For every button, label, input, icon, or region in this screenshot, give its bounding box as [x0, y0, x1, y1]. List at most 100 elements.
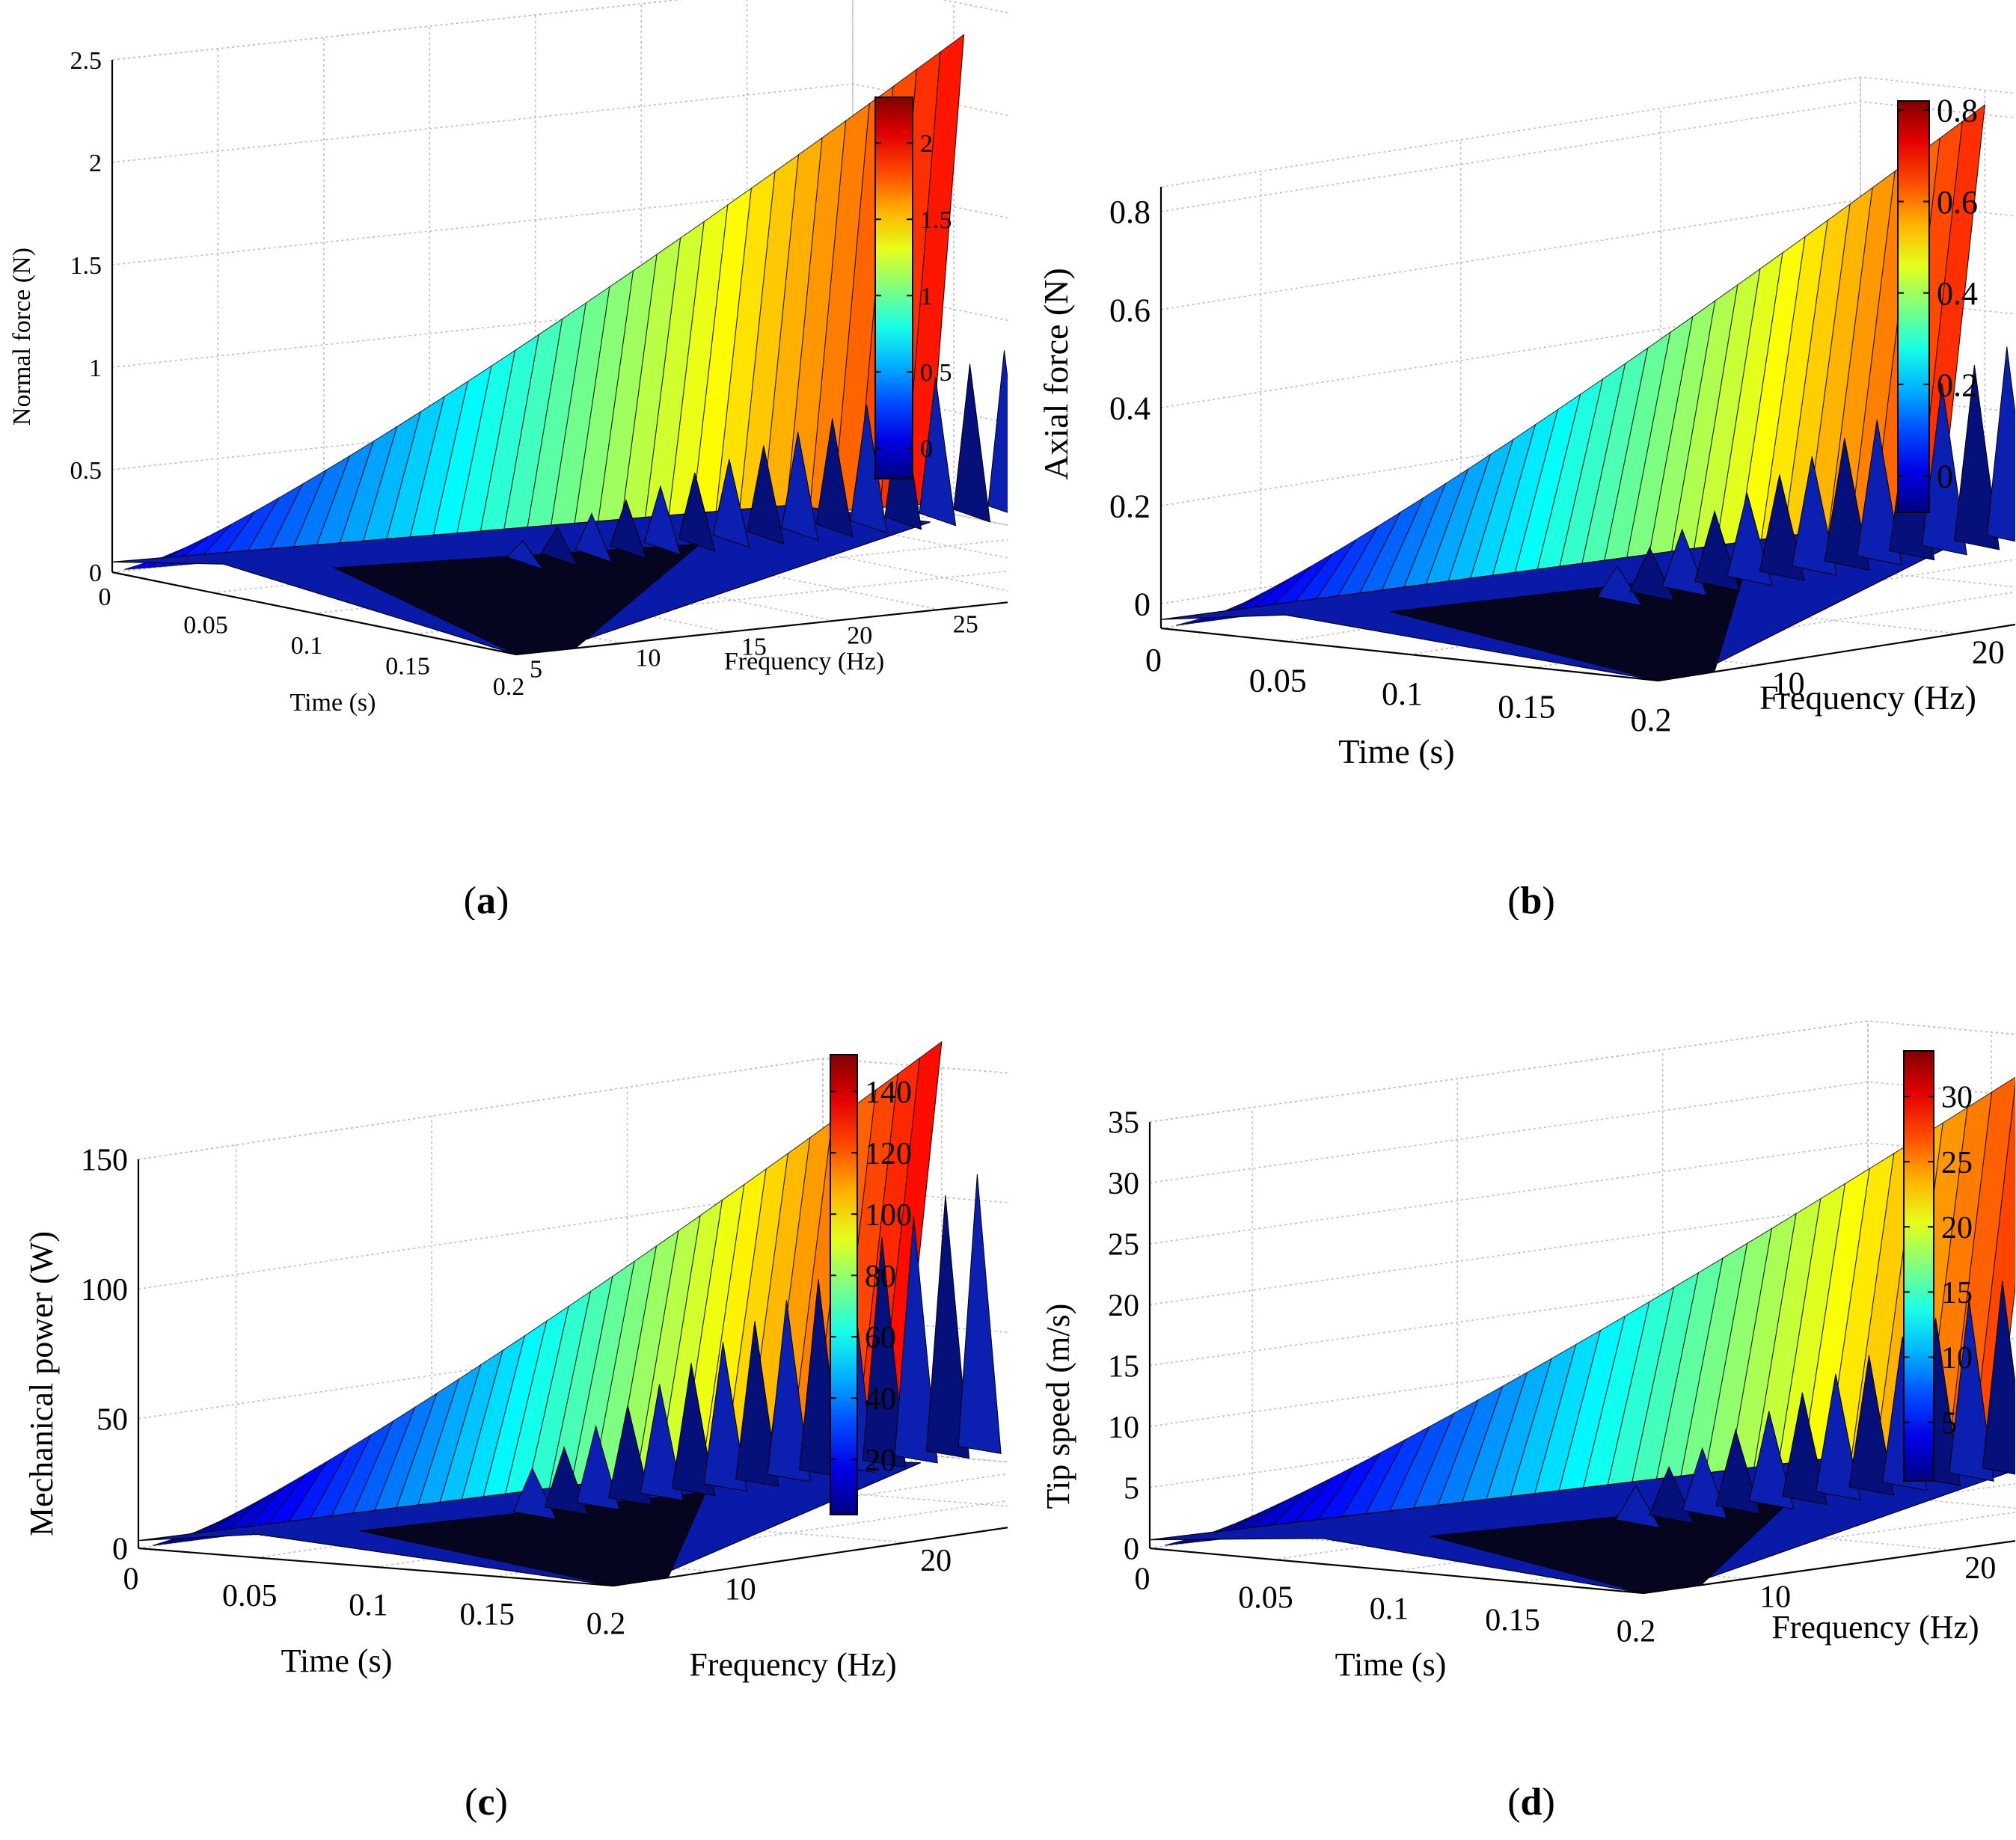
chart-b: 00.20.40.60.800.050.10.150.210203040Time… [1037, 76, 2015, 770]
z-tick-d-3: 15 [1108, 1349, 1139, 1384]
x-tick-d-3: 0.15 [1485, 1604, 1540, 1638]
z-tick-d-4: 20 [1108, 1289, 1139, 1323]
caption-b: (b) [1507, 880, 1555, 920]
z-tick-c-3: 150 [81, 1144, 128, 1178]
y-tick-d-0: 10 [1759, 1580, 1791, 1615]
x-tick-a-0: 0 [99, 583, 111, 611]
x-tick-d-2: 0.1 [1370, 1592, 1409, 1627]
zlabel-d: Tip speed (m/s) [1040, 1304, 1076, 1509]
z-tick-c-1: 50 [96, 1402, 128, 1437]
zlabel-a: Normal force (N) [8, 248, 36, 426]
colorbar-tick-a-2: 1 [920, 283, 933, 310]
xlabel-c: Time (s) [281, 1643, 393, 1679]
colorbar-tick-d-4: 25 [1941, 1146, 1973, 1180]
x-tick-a-1: 0.05 [183, 612, 228, 640]
surface-d [1149, 1076, 2015, 1594]
chart-d: 0510152025303500.050.10.150.210203040Tim… [1040, 1020, 2015, 1683]
ylabel-b: Frequency (Hz) [1759, 678, 1976, 717]
y-tick-c-1: 20 [920, 1544, 952, 1578]
z-tick-d-5: 25 [1108, 1228, 1139, 1263]
z-tick-a-3: 1.5 [70, 252, 102, 280]
x-tick-c-2: 0.1 [349, 1589, 388, 1623]
panel-a: 00.511.522.500.050.10.150.25101520253035… [0, 0, 1008, 920]
xlabel-b: Time (s) [1338, 732, 1455, 770]
z-tick-b-1: 0.2 [1109, 488, 1151, 525]
z-tick-d-2: 10 [1108, 1411, 1139, 1445]
colorbar-b: 0 0.2 0.4 0.6 0.8 [1897, 93, 1978, 513]
ylabel-a: Frequency (Hz) [724, 648, 884, 675]
colorbar-gradient-c [830, 1054, 858, 1515]
colorbar-tick-c-6: 140 [865, 1076, 912, 1110]
z-tick-c-0: 0 [112, 1533, 128, 1567]
x-tick-b-2: 0.1 [1382, 675, 1423, 712]
z-tick-a-4: 2 [89, 150, 102, 177]
y-tick-a-1: 10 [635, 645, 661, 672]
surface-a [111, 34, 1008, 655]
colorbar-gradient-d [1903, 1050, 1934, 1482]
xlabel-a: Time (s) [290, 689, 376, 717]
z-tick-a-0: 0 [89, 559, 102, 587]
z-tick-d-7: 35 [1108, 1106, 1139, 1141]
colorbar-tick-d-3: 20 [1941, 1211, 1973, 1245]
z-tick-b-4: 0.8 [1109, 194, 1151, 230]
surface-c [138, 1040, 1002, 1586]
panel-b: 00.20.40.60.800.050.10.150.210203040Time… [1008, 0, 2015, 920]
y-tick-a-0: 5 [530, 656, 542, 684]
z-tick-b-2: 0.4 [1109, 390, 1151, 426]
colorbar-tick-d-5: 30 [1941, 1081, 1973, 1115]
y-tick-a-2: 15 [741, 634, 767, 661]
z-tick-d-6: 30 [1108, 1167, 1139, 1201]
z-tick-c-2: 100 [81, 1273, 128, 1307]
colorbar-tick-a-3: 1.5 [920, 206, 952, 234]
x-tick-c-4: 0.2 [586, 1607, 626, 1642]
x-tick-c-0: 0 [123, 1563, 139, 1597]
y-tick-a-4: 25 [953, 611, 978, 639]
colorbar-tick-a-1: 0.5 [920, 359, 952, 387]
caption-c: (c) [465, 1781, 508, 1824]
colorbar-tick-c-0: 20 [865, 1444, 896, 1478]
x-tick-d-1: 0.05 [1238, 1581, 1293, 1616]
colorbar-tick-d-1: 10 [1941, 1341, 1973, 1376]
tick-labels-a: 00.511.522.500.050.10.150.25101520253035… [70, 47, 978, 701]
colorbar-gradient-b [1897, 100, 1930, 513]
z-tick-a-2: 1 [89, 355, 102, 382]
xlabel-d: Time (s) [1335, 1646, 1447, 1683]
x-tick-b-1: 0.05 [1249, 663, 1307, 699]
x-tick-a-2: 0.1 [291, 632, 323, 660]
panel-d: 0510152025303500.050.10.150.210203040Tim… [1008, 920, 2015, 1840]
colorbar-tick-b-3: 0.6 [1937, 184, 1978, 221]
colorbar-tick-a-4: 2 [920, 130, 933, 158]
x-tick-b-3: 0.15 [1498, 689, 1555, 726]
colorbar-c: 20 40 60 80 100 120 140 [830, 1054, 912, 1515]
x-tick-a-4: 0.2 [493, 673, 525, 701]
ylabel-d: Frequency (Hz) [1771, 1609, 1979, 1646]
colorbar-a: 0 0.5 1 1.5 2 [874, 96, 952, 479]
x-tick-b-0: 0 [1145, 642, 1162, 678]
zlabel-c: Mechanical power (W) [23, 1231, 60, 1536]
colorbar-tick-c-2: 60 [865, 1321, 896, 1355]
colorbar-tick-c-3: 80 [865, 1260, 896, 1294]
colorbar-tick-b-1: 0.2 [1937, 367, 1978, 403]
z-tick-b-3: 0.6 [1109, 292, 1151, 328]
x-tick-d-0: 0 [1135, 1563, 1151, 1597]
colorbar-gradient-a [874, 96, 913, 479]
y-tick-b-0: 10 [1772, 666, 1805, 702]
x-tick-a-3: 0.15 [385, 653, 430, 681]
z-tick-a-5: 2.5 [70, 47, 102, 75]
x-tick-c-3: 0.15 [460, 1598, 515, 1632]
colorbar-tick-d-0: 5 [1941, 1406, 1957, 1441]
y-tick-a-3: 20 [847, 622, 872, 650]
colorbar-tick-c-1: 40 [865, 1382, 896, 1417]
z-tick-b-0: 0 [1134, 586, 1151, 623]
tick-labels-b: 00.20.40.60.800.050.10.150.210203040 [1109, 194, 2005, 738]
zlabel-b: Axial force (N) [1037, 268, 1075, 480]
x-tick-c-1: 0.05 [222, 1579, 278, 1613]
colorbar-tick-d-2: 15 [1941, 1276, 1973, 1310]
colorbar-tick-b-0: 0 [1937, 459, 1953, 495]
caption-a: (a) [463, 880, 509, 920]
z-tick-a-1: 0.5 [70, 457, 102, 485]
x-tick-b-4: 0.2 [1631, 702, 1672, 738]
y-tick-d-1: 20 [1964, 1551, 1996, 1586]
